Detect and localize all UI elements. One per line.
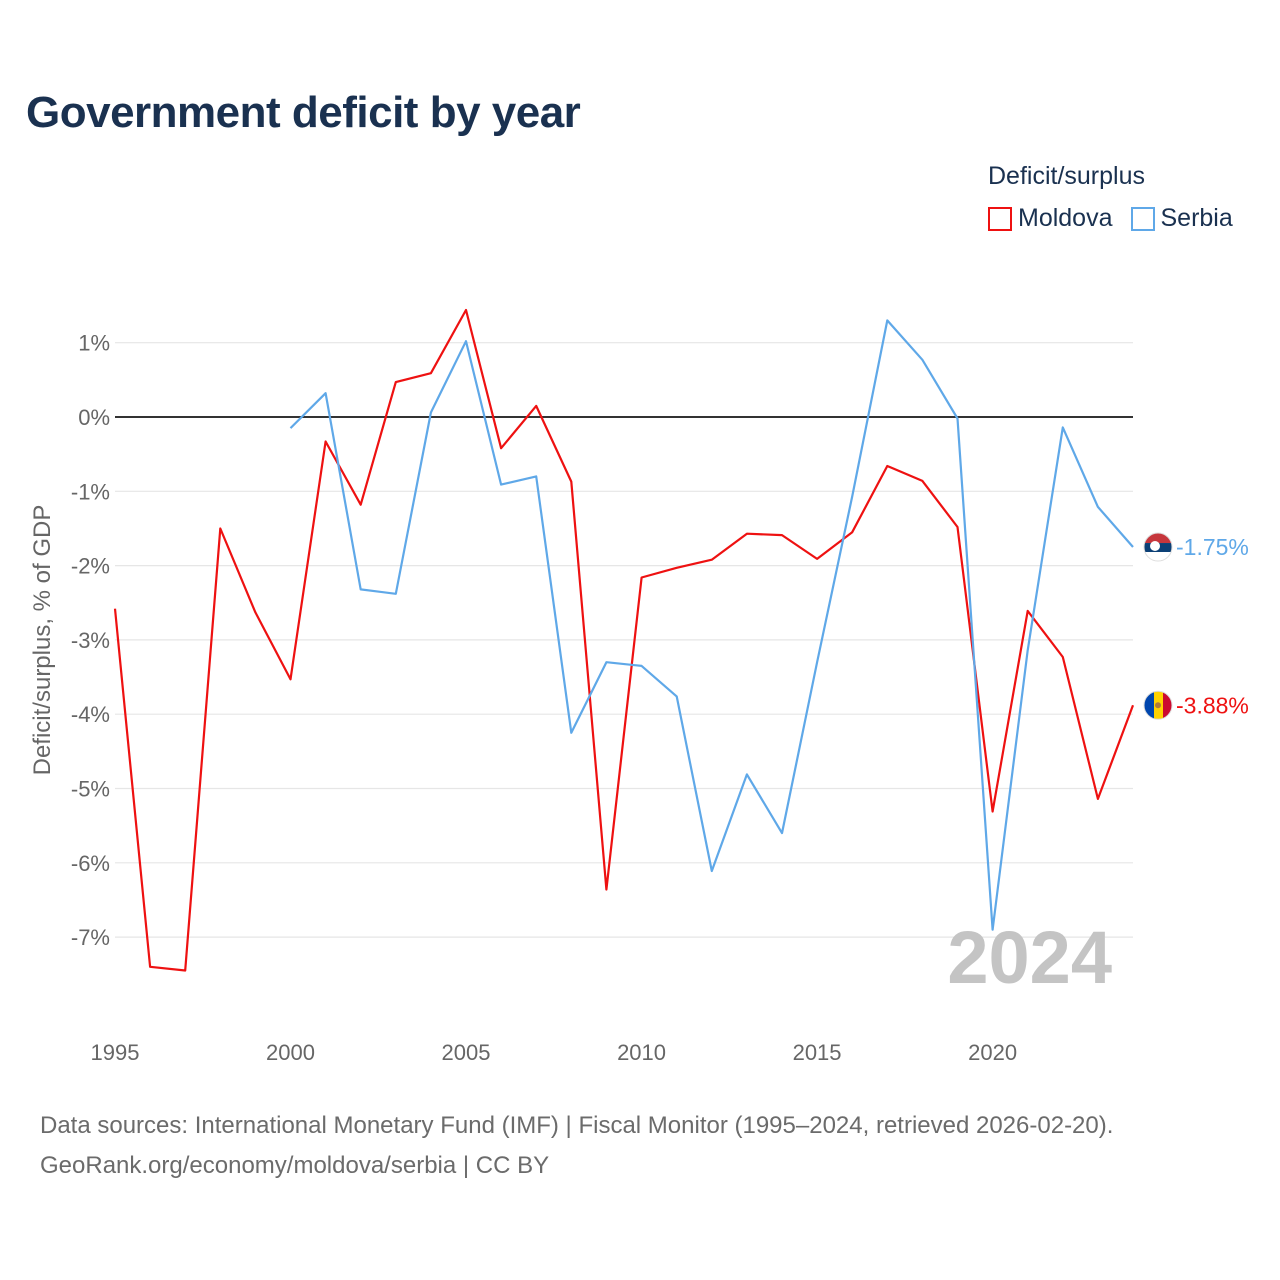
legend-label-serbia: Serbia bbox=[1160, 204, 1233, 232]
legend-swatch-moldova bbox=[988, 206, 1012, 231]
x-tick-label: 2015 bbox=[793, 1040, 842, 1065]
end-label-moldova: -3.88% bbox=[1176, 692, 1249, 718]
y-tick-label: -7% bbox=[71, 925, 110, 950]
x-tick-label: 2010 bbox=[617, 1040, 666, 1065]
source-note: Data sources: International Monetary Fun… bbox=[40, 1106, 1113, 1186]
legend-item-serbia[interactable]: Serbia bbox=[1130, 204, 1233, 233]
x-tick-label: 2000 bbox=[266, 1040, 315, 1065]
x-tick-label: 1995 bbox=[91, 1040, 140, 1065]
y-axis-label: Deficit/surplus, % of GDP bbox=[29, 505, 56, 776]
y-tick-label: -5% bbox=[71, 777, 110, 802]
x-tick-label: 2005 bbox=[442, 1040, 491, 1065]
y-tick-label: 1% bbox=[78, 331, 110, 356]
y-tick-label: -6% bbox=[71, 851, 110, 876]
serbia-flag-ring bbox=[1143, 532, 1173, 562]
moldova-flag-icon bbox=[1144, 691, 1172, 720]
y-tick-label: -2% bbox=[71, 554, 110, 579]
series-line-serbia bbox=[289, 319, 1134, 931]
x-tick-label: 2020 bbox=[968, 1040, 1017, 1065]
y-tick-label: -1% bbox=[71, 479, 110, 504]
moldova-flag-ring bbox=[1143, 690, 1173, 720]
line-chart: 1% 0% -1% -2% -3% -4% -5% -6% -7% Deficit/surplus… bbox=[29, 308, 1249, 1065]
legend-label-moldova: Moldova bbox=[1018, 204, 1113, 232]
legend: Moldova Serbia bbox=[988, 204, 1233, 233]
legend-title: Deficit/surplus bbox=[988, 162, 1145, 190]
legend-swatch-serbia bbox=[1130, 206, 1155, 231]
source-line-1: Data sources: International Monetary Fun… bbox=[40, 1112, 1114, 1139]
legend-item-moldova[interactable]: Moldova bbox=[988, 204, 1113, 233]
chart-title: Government deficit by year bbox=[26, 88, 581, 137]
y-tick-label: 0% bbox=[78, 405, 110, 430]
year-watermark: 2024 bbox=[947, 916, 1112, 999]
source-line-2[interactable]: GeoRank.org/economy/moldova/serbia | CC … bbox=[40, 1152, 550, 1179]
end-label-serbia: -1.75% bbox=[1176, 534, 1249, 560]
series-line-moldova bbox=[113, 308, 1135, 972]
serbia-flag-icon bbox=[1144, 533, 1172, 562]
y-tick-label: -4% bbox=[71, 702, 110, 727]
y-tick-label: -3% bbox=[71, 628, 110, 653]
